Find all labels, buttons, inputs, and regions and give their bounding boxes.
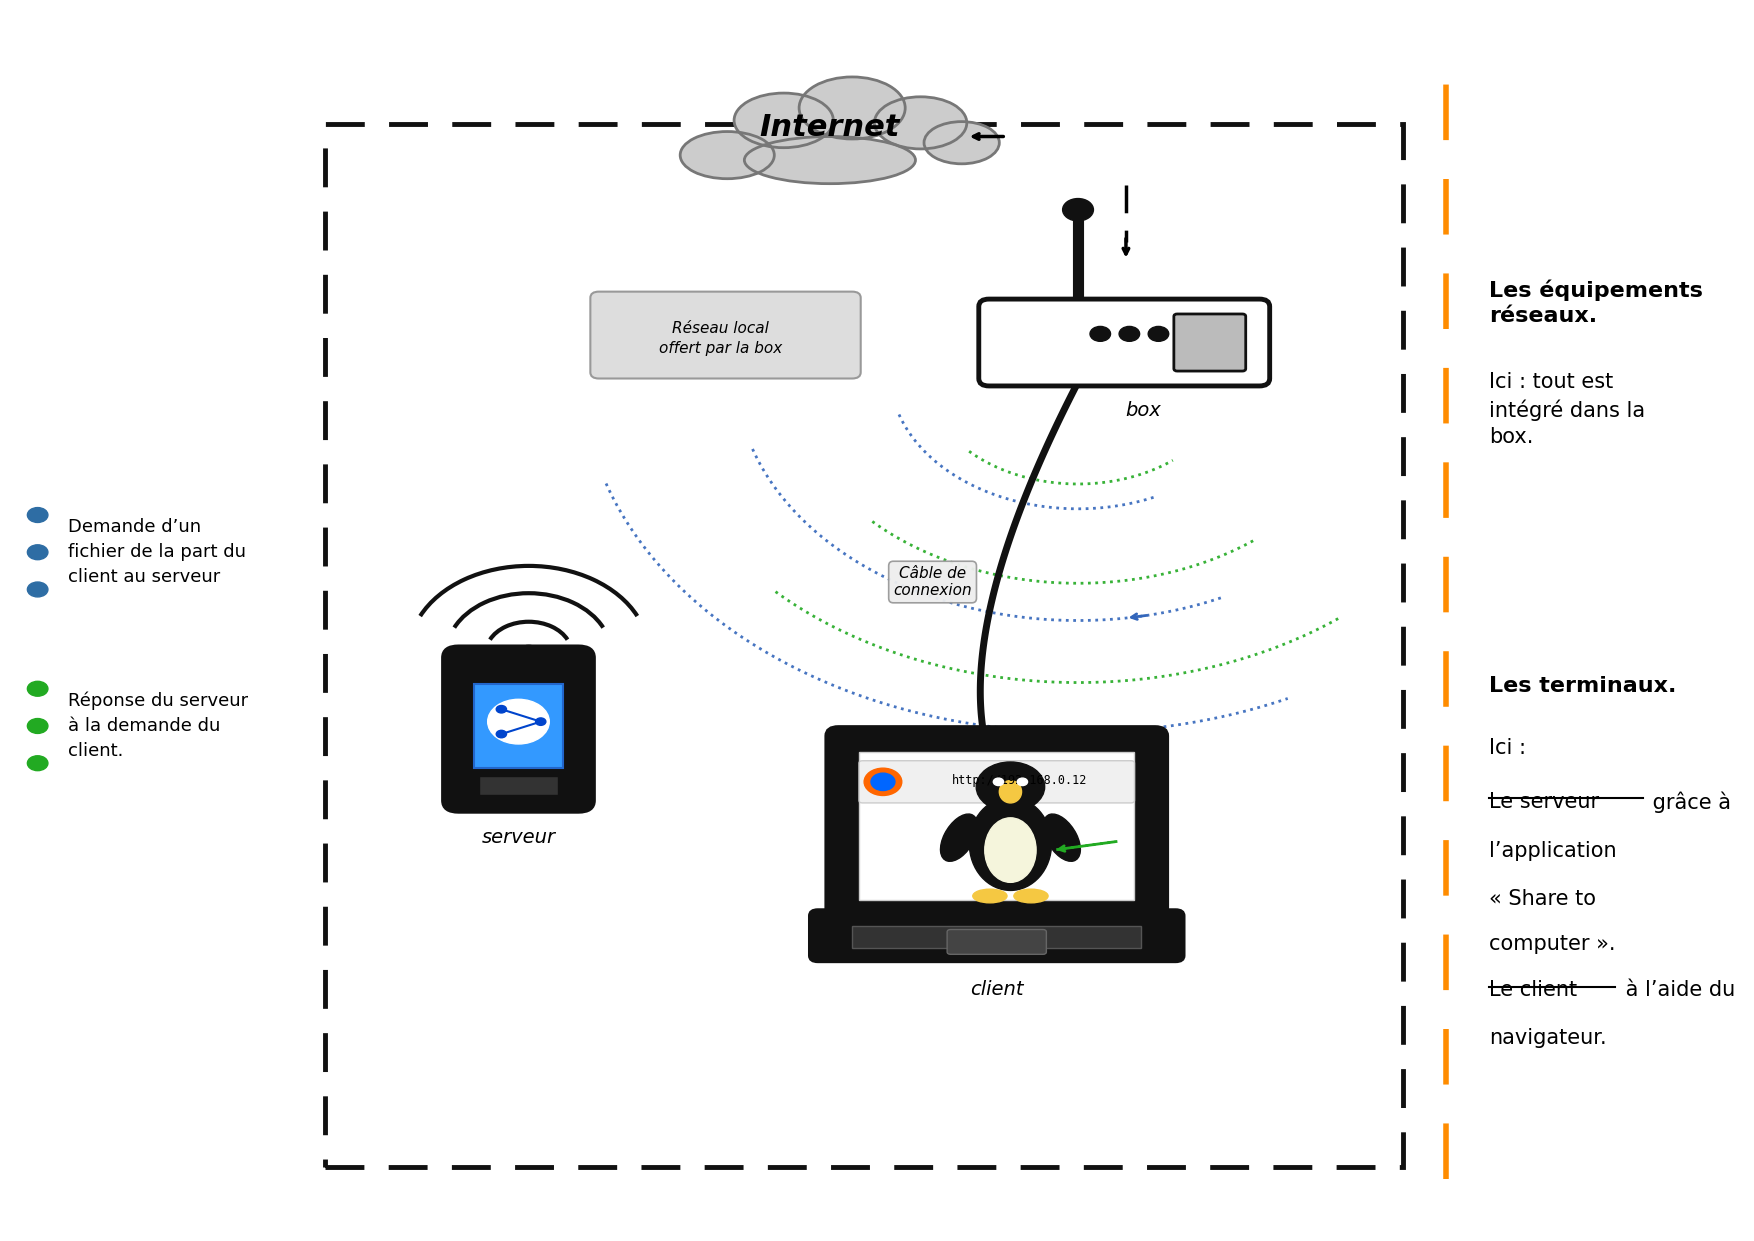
Circle shape (535, 719, 545, 725)
Ellipse shape (970, 798, 1051, 891)
Ellipse shape (1014, 889, 1049, 903)
Text: « Share to: « Share to (1489, 889, 1596, 908)
FancyBboxPatch shape (591, 292, 861, 379)
Text: client: client (970, 980, 1024, 999)
Circle shape (28, 681, 47, 696)
Ellipse shape (984, 818, 1037, 882)
Circle shape (1063, 199, 1093, 221)
Ellipse shape (744, 137, 916, 184)
Circle shape (1149, 326, 1168, 341)
Text: computer ».: computer ». (1489, 934, 1615, 954)
FancyBboxPatch shape (979, 299, 1270, 386)
Text: Demande d’un
fichier de la part du
client au serveur: Demande d’un fichier de la part du clien… (68, 519, 247, 586)
Ellipse shape (875, 97, 966, 149)
FancyBboxPatch shape (947, 930, 1047, 954)
Text: http://192.168.0.12: http://192.168.0.12 (951, 774, 1087, 787)
Circle shape (496, 705, 507, 712)
Circle shape (993, 778, 1003, 786)
Circle shape (519, 645, 538, 660)
Circle shape (496, 730, 507, 737)
Circle shape (1017, 778, 1028, 786)
Text: Le client: Le client (1489, 980, 1577, 1000)
FancyBboxPatch shape (809, 910, 1184, 962)
Ellipse shape (681, 132, 774, 179)
Circle shape (1089, 326, 1110, 341)
Text: box: box (1124, 401, 1161, 419)
Text: Ici :: Ici : (1489, 738, 1526, 758)
Text: Réponse du serveur
à la demande du
client.: Réponse du serveur à la demande du clien… (68, 691, 249, 761)
Text: Internet: Internet (759, 113, 900, 143)
FancyBboxPatch shape (479, 776, 558, 795)
Ellipse shape (924, 122, 1000, 164)
Text: Câble de
connexion: Câble de connexion (893, 566, 972, 598)
Text: à l’aide du: à l’aide du (1619, 980, 1735, 1000)
Ellipse shape (800, 77, 905, 139)
FancyBboxPatch shape (852, 926, 1142, 948)
Text: l’application: l’application (1489, 841, 1617, 861)
Ellipse shape (973, 889, 1007, 903)
Circle shape (28, 582, 47, 597)
FancyBboxPatch shape (826, 727, 1166, 925)
Text: Les terminaux.: Les terminaux. (1489, 676, 1677, 696)
Circle shape (977, 762, 1045, 812)
Ellipse shape (1044, 814, 1080, 861)
Text: navigateur.: navigateur. (1489, 1028, 1607, 1047)
Text: Les équipements
réseaux.: Les équipements réseaux. (1489, 279, 1703, 325)
Ellipse shape (1000, 781, 1021, 803)
Ellipse shape (735, 93, 833, 148)
FancyBboxPatch shape (444, 647, 595, 812)
Circle shape (28, 756, 47, 771)
FancyBboxPatch shape (859, 761, 1135, 803)
Circle shape (1119, 326, 1140, 341)
Text: grâce à: grâce à (1647, 792, 1731, 813)
Text: Le serveur: Le serveur (1489, 792, 1600, 812)
FancyBboxPatch shape (859, 752, 1135, 900)
FancyBboxPatch shape (474, 684, 563, 768)
Circle shape (872, 773, 895, 791)
Circle shape (28, 545, 47, 560)
Text: serveur: serveur (482, 828, 556, 846)
Circle shape (865, 768, 902, 795)
FancyBboxPatch shape (1173, 314, 1245, 371)
Circle shape (488, 700, 549, 745)
Text: Réseau local
offert par la box: Réseau local offert par la box (660, 321, 782, 356)
Ellipse shape (940, 814, 977, 861)
Circle shape (28, 719, 47, 733)
Circle shape (28, 508, 47, 522)
Text: Ici : tout est
intégré dans la
box.: Ici : tout est intégré dans la box. (1489, 372, 1645, 447)
